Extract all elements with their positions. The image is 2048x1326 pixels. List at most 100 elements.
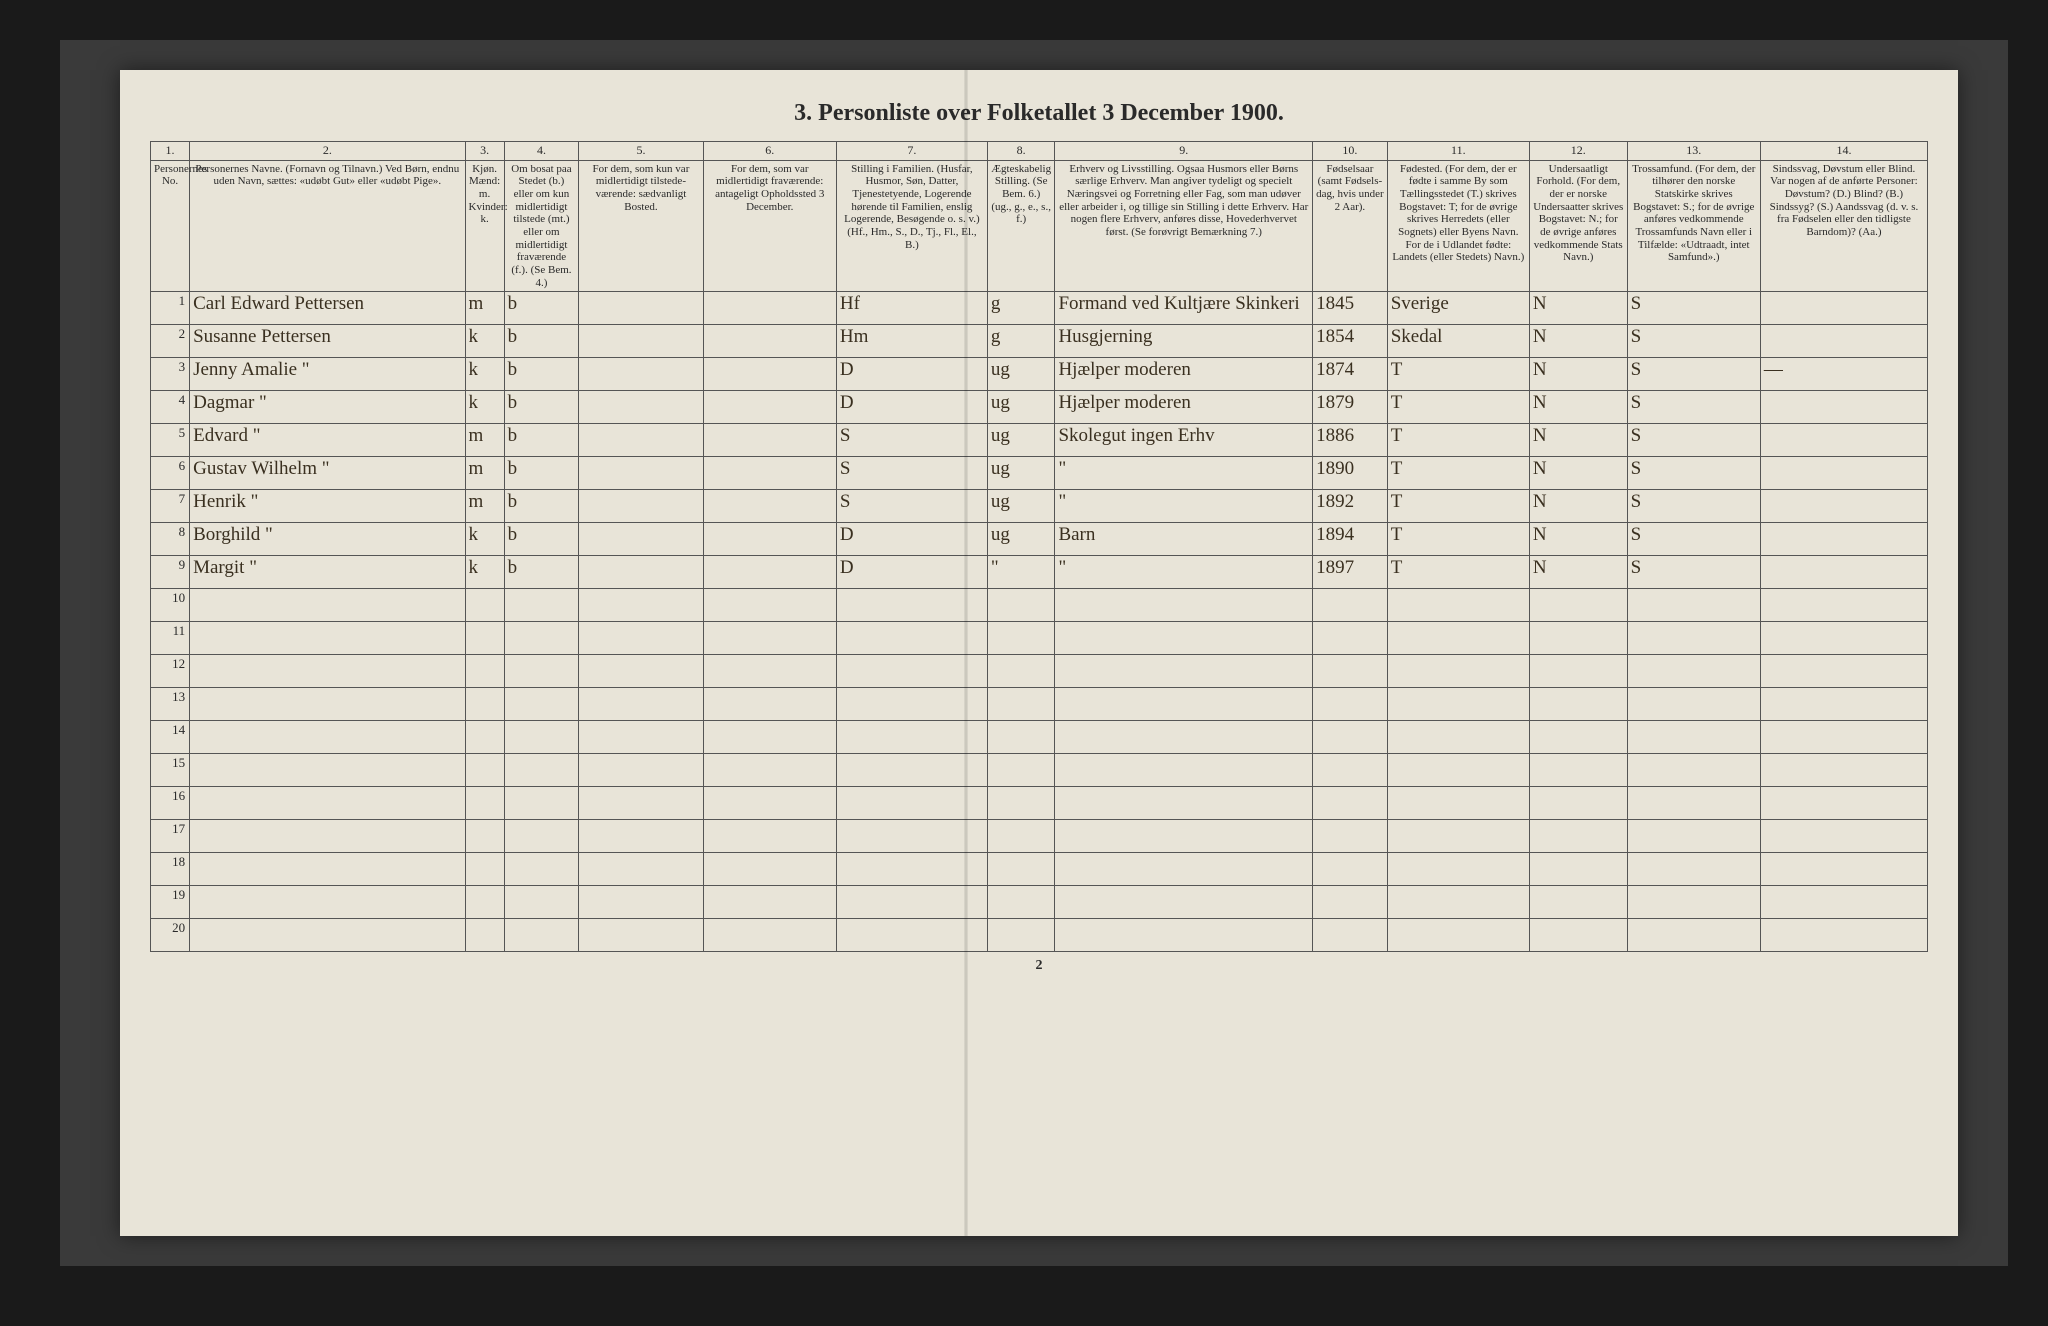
cell-mf [703,523,836,556]
cell-kj: k [465,391,504,424]
cell-erh: Hjælper moderen [1055,358,1313,391]
cell-navn: Dagmar " [190,391,465,424]
cell-stf: S [836,490,987,523]
cell-mf [703,754,836,787]
table-row: 2Susanne PettersenkbHmgHusgjerning1854Sk… [151,325,1928,358]
row-number: 19 [151,886,190,919]
cell-mt [579,754,703,787]
table-row: 3Jenny Amalie "kbDugHjælper moderen1874T… [151,358,1928,391]
cell-kj: k [465,325,504,358]
row-number: 3 [151,358,190,391]
cell-aeg [987,622,1055,655]
cell-navn: Gustav Wilhelm " [190,457,465,490]
cell-sin [1760,490,1927,523]
cell-mf [703,457,836,490]
cell-stf: S [836,457,987,490]
cell-stf [836,622,987,655]
table-row: 11 [151,622,1928,655]
cell-bos: b [504,424,579,457]
cell-kj [465,688,504,721]
col-header: For dem, som var midlertidigt fraværende… [703,160,836,291]
cell-faar [1313,853,1388,886]
cell-erh [1055,820,1313,853]
table-row: 20 [151,919,1928,952]
cell-und [1529,688,1627,721]
cell-navn: Margit " [190,556,465,589]
cell-erh: Hjælper moderen [1055,391,1313,424]
cell-navn: Henrik " [190,490,465,523]
cell-und [1529,787,1627,820]
cell-und: N [1529,490,1627,523]
cell-fst: T [1387,523,1529,556]
table-row: 12 [151,655,1928,688]
col-header: Erhverv og Livsstilling. Ogsaa Husmors e… [1055,160,1313,291]
cell-faar: 1874 [1313,358,1388,391]
cell-bos [504,886,579,919]
cell-bos [504,820,579,853]
cell-tro [1627,655,1760,688]
cell-aeg [987,589,1055,622]
cell-mf [703,721,836,754]
cell-aeg [987,787,1055,820]
cell-und [1529,919,1627,952]
cell-erh [1055,787,1313,820]
cell-faar: 1879 [1313,391,1388,424]
cell-mt [579,655,703,688]
cell-faar [1313,589,1388,622]
cell-stf [836,754,987,787]
cell-navn [190,919,465,952]
cell-kj: m [465,490,504,523]
cell-und [1529,622,1627,655]
cell-mt [579,721,703,754]
colnum: 11. [1387,142,1529,161]
cell-mf [703,655,836,688]
col-header: Ægte­skabelig Stilling. (Se Bem. 6.) (ug… [987,160,1055,291]
cell-sin [1760,754,1927,787]
cell-mf [703,556,836,589]
cell-fst [1387,820,1529,853]
cell-erh: " [1055,457,1313,490]
colnum: 13. [1627,142,1760,161]
cell-kj: m [465,457,504,490]
cell-mt [579,556,703,589]
cell-bos [504,754,579,787]
cell-tro [1627,721,1760,754]
col-header: Sindssvag, Døvstum eller Blind. Var noge… [1760,160,1927,291]
table-row: 18 [151,853,1928,886]
cell-erh: " [1055,490,1313,523]
cell-bos: b [504,556,579,589]
colnum: 7. [836,142,987,161]
cell-sin [1760,919,1927,952]
cell-sin [1760,655,1927,688]
cell-tro [1627,820,1760,853]
cell-erh: Barn [1055,523,1313,556]
cell-sin [1760,523,1927,556]
cell-bos: b [504,490,579,523]
cell-tro: S [1627,523,1760,556]
cell-stf [836,688,987,721]
cell-faar: 1892 [1313,490,1388,523]
colnum: 14. [1760,142,1927,161]
col-header: For dem, som kun var midlertidigt tilste… [579,160,703,291]
cell-stf: Hm [836,325,987,358]
cell-fst: T [1387,391,1529,424]
census-table: 1. 2. 3. 4. 5. 6. 7. 8. 9. 10. 11. 12. 1… [150,141,1928,952]
cell-sin [1760,886,1927,919]
cell-kj: k [465,523,504,556]
row-number: 2 [151,325,190,358]
cell-mt [579,589,703,622]
cell-aeg [987,919,1055,952]
cell-tro: S [1627,325,1760,358]
cell-und: N [1529,325,1627,358]
row-number: 14 [151,721,190,754]
row-number: 12 [151,655,190,688]
cell-kj: m [465,292,504,325]
cell-aeg: ug [987,391,1055,424]
column-header-row: Personernes No. Personernes Navne. (Forn… [151,160,1928,291]
cell-und: N [1529,292,1627,325]
cell-mf [703,490,836,523]
colnum: 3. [465,142,504,161]
cell-tro: S [1627,457,1760,490]
cell-faar [1313,787,1388,820]
cell-aeg: g [987,292,1055,325]
